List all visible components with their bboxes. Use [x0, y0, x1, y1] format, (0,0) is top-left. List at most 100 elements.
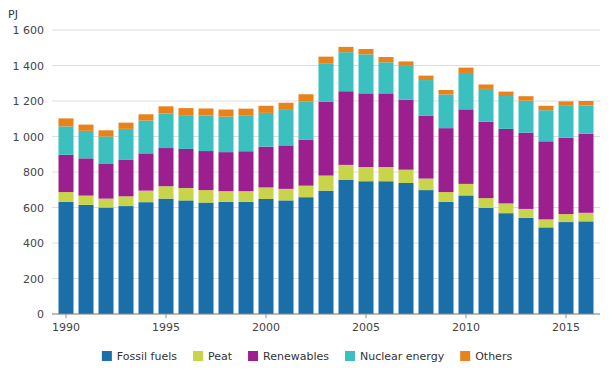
bar-segment	[99, 199, 114, 208]
x-tick	[566, 314, 567, 318]
bar-segment	[179, 149, 194, 188]
bar-segment	[119, 206, 134, 314]
bar-segment	[579, 213, 594, 222]
bar-segment	[339, 165, 354, 180]
bar-segment	[499, 213, 514, 314]
bar-segment	[319, 176, 334, 191]
bar-segment	[139, 153, 154, 190]
bar-segment	[379, 181, 394, 314]
legend-label: Peat	[208, 350, 233, 363]
bar-segment	[399, 100, 414, 170]
bar-segment	[79, 205, 94, 314]
bar-segment	[459, 195, 474, 314]
bar-segment	[359, 54, 374, 93]
grid	[52, 30, 600, 314]
bar-segment	[559, 106, 574, 138]
bar-segment	[339, 91, 354, 165]
bar-segment	[259, 106, 274, 113]
bar-segment	[579, 134, 594, 213]
y-tick-label: 400	[23, 237, 44, 250]
y-tick-label: 1 000	[13, 131, 45, 144]
legend-swatch	[102, 351, 112, 361]
y-tick-label: 1 200	[13, 95, 45, 108]
legend-swatch	[345, 351, 355, 361]
bar-segment	[159, 199, 174, 314]
bars	[59, 47, 594, 314]
bar-segment	[159, 106, 174, 113]
bar-segment	[499, 129, 514, 204]
bar-segment	[299, 186, 314, 198]
bar-segment	[79, 125, 94, 131]
x-tick	[366, 314, 367, 318]
bar-segment	[319, 102, 334, 176]
bar-segment	[519, 133, 534, 209]
grid-line	[52, 314, 600, 315]
bar-segment	[219, 202, 234, 314]
bar-segment	[419, 116, 434, 179]
bar-segment	[519, 101, 534, 133]
bar-segment	[319, 191, 334, 314]
bar-segment	[279, 110, 294, 146]
x-tick-label: 2005	[352, 321, 380, 334]
bar-segment	[439, 90, 454, 94]
bar-segment	[259, 187, 274, 199]
bar-segment	[479, 122, 494, 198]
bar-segment	[79, 196, 94, 205]
bar-segment	[199, 116, 214, 151]
bar-segment	[79, 158, 94, 195]
bar-segment	[99, 130, 114, 136]
bar-segment	[199, 108, 214, 115]
x-tick	[266, 314, 267, 318]
legend-swatch	[248, 351, 258, 361]
bar-segment	[379, 57, 394, 62]
bar-segment	[519, 96, 534, 100]
bar-segment	[59, 202, 74, 314]
bar-segment	[59, 126, 74, 154]
x-tick-label: 2000	[252, 321, 280, 334]
bar-segment	[219, 152, 234, 191]
bar-segment	[79, 131, 94, 159]
bar-segment	[159, 186, 174, 198]
bar-segment	[299, 140, 314, 186]
bar-segment	[159, 113, 174, 148]
bar-segment	[59, 192, 74, 202]
x-tick-label: 2010	[452, 321, 480, 334]
bar-segment	[539, 219, 554, 227]
x-tick	[166, 314, 167, 318]
bar-segment	[539, 141, 554, 219]
bar-segment	[319, 64, 334, 102]
bar-segment	[419, 80, 434, 116]
bar-segment	[199, 190, 214, 202]
bar-segment	[399, 66, 414, 100]
bar-segment	[359, 93, 374, 167]
bar-segment	[279, 200, 294, 314]
bar-segment	[439, 94, 454, 128]
bar-segment	[119, 123, 134, 129]
x-tick-label: 1995	[152, 321, 180, 334]
bar-segment	[339, 52, 354, 91]
bar-segment	[499, 92, 514, 96]
bar-segment	[459, 109, 474, 184]
x-tick	[66, 314, 67, 318]
bar-segment	[499, 96, 514, 129]
bar-segment	[559, 101, 574, 105]
bar-segment	[559, 222, 574, 314]
bar-segment	[59, 155, 74, 192]
bar-segment	[419, 179, 434, 191]
bar-segment	[579, 221, 594, 314]
bar-segment	[319, 57, 334, 64]
bar-segment	[419, 76, 434, 80]
bar-segment	[179, 200, 194, 314]
bar-segment	[499, 203, 514, 213]
bar-segment	[279, 103, 294, 110]
bar-segment	[539, 106, 554, 110]
grid-line	[52, 30, 600, 31]
bar-segment	[399, 170, 414, 183]
bar-segment	[99, 208, 114, 315]
bar-segment	[359, 49, 374, 54]
bar-segment	[299, 101, 314, 139]
bar-segment	[479, 208, 494, 314]
x-tick-label: 1990	[52, 321, 80, 334]
chart: 02004006008001 0001 2001 4001 600PJ19901…	[0, 0, 614, 378]
bar-segment	[559, 214, 574, 222]
